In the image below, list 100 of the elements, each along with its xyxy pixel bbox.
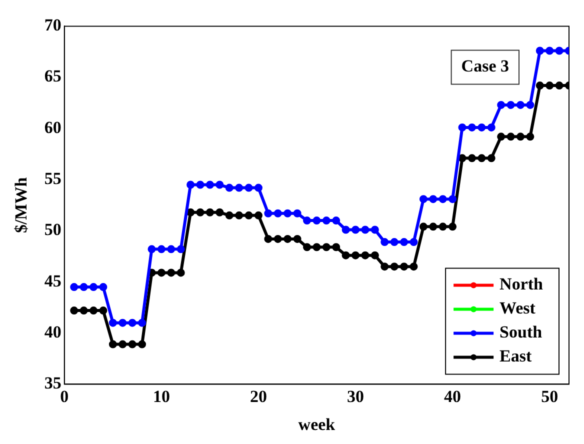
point	[506, 100, 515, 109]
point	[99, 306, 108, 315]
point	[497, 132, 506, 141]
point	[468, 154, 476, 162]
point	[458, 123, 466, 132]
point	[254, 211, 262, 220]
point	[478, 123, 486, 132]
point	[216, 180, 224, 189]
point	[138, 340, 146, 348]
point	[302, 243, 311, 252]
legend-label: South	[500, 322, 543, 342]
point	[274, 234, 282, 243]
point	[99, 283, 108, 292]
point	[244, 184, 253, 192]
point	[332, 216, 340, 225]
point	[176, 245, 185, 254]
point	[70, 306, 78, 315]
point	[264, 209, 272, 218]
point	[526, 132, 534, 141]
point	[186, 180, 195, 189]
point	[342, 226, 350, 234]
point	[380, 262, 389, 271]
legend-label: North	[500, 274, 544, 294]
point	[342, 251, 350, 260]
x-tick-label: 10	[152, 386, 170, 406]
point	[80, 306, 88, 315]
point	[516, 100, 524, 109]
point	[206, 180, 214, 189]
legend-label: East	[500, 346, 532, 366]
point	[506, 132, 515, 141]
point	[196, 180, 204, 189]
point	[487, 123, 496, 132]
point	[118, 340, 127, 348]
point	[497, 100, 506, 109]
point	[302, 216, 311, 225]
point	[370, 251, 379, 260]
point	[536, 46, 544, 55]
point	[400, 262, 408, 271]
y-tick-label: 60	[44, 118, 62, 137]
point	[312, 243, 321, 252]
point	[284, 234, 292, 243]
point	[546, 82, 554, 90]
annotation: Case 3	[461, 56, 510, 76]
point	[419, 222, 428, 231]
x-axis-title: week	[298, 415, 336, 434]
point	[312, 216, 321, 225]
point	[254, 184, 262, 192]
x-tick-label: 50	[541, 386, 558, 406]
point	[438, 195, 447, 204]
legend-label: West	[500, 298, 536, 318]
point	[167, 268, 176, 277]
point	[90, 306, 98, 315]
point	[235, 211, 244, 220]
point	[448, 222, 457, 231]
point	[390, 262, 398, 271]
y-tick-label: 65	[44, 66, 62, 86]
y-tick-label: 45	[44, 271, 62, 290]
y-tick-label: 55	[44, 169, 62, 188]
point	[380, 238, 389, 246]
y-tick-label: 70	[44, 16, 62, 35]
point	[274, 209, 282, 218]
point	[196, 208, 204, 216]
point	[419, 195, 428, 204]
y-tick-label: 50	[44, 220, 62, 240]
point	[148, 245, 156, 254]
point	[225, 211, 234, 220]
point	[555, 46, 564, 55]
point	[458, 154, 466, 162]
point	[516, 132, 524, 141]
point	[555, 82, 564, 90]
point	[128, 340, 136, 348]
point	[225, 184, 234, 192]
point	[206, 208, 214, 216]
point	[361, 226, 370, 234]
point	[438, 222, 447, 231]
point	[90, 283, 98, 292]
point	[526, 100, 534, 109]
point	[322, 243, 330, 252]
point	[429, 222, 438, 231]
point	[70, 283, 78, 292]
point	[108, 340, 117, 348]
point	[332, 243, 340, 252]
y-tick-label: 35	[44, 374, 62, 393]
x-tick-label: 40	[444, 386, 462, 406]
point	[546, 46, 554, 55]
point	[478, 154, 486, 162]
point	[410, 262, 418, 271]
point	[293, 234, 302, 243]
point	[80, 283, 88, 292]
point	[370, 226, 379, 234]
point	[138, 318, 146, 327]
point	[468, 123, 476, 132]
point	[157, 245, 166, 254]
point	[448, 195, 457, 204]
point	[361, 251, 370, 260]
point	[352, 251, 360, 260]
point	[410, 238, 418, 246]
point	[400, 238, 408, 246]
x-tick-label: 30	[347, 386, 364, 406]
point	[108, 318, 117, 327]
